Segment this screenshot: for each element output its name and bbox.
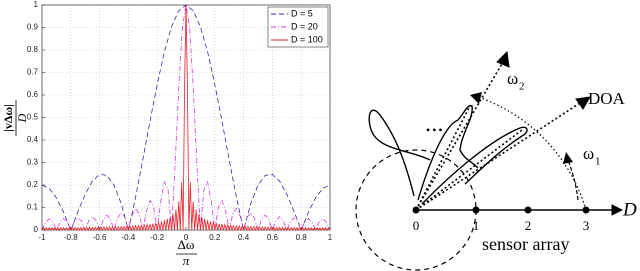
diagram — [355, 50, 624, 271]
y-tick-label: 0.8 — [27, 45, 39, 54]
array-label: sensor array — [482, 234, 569, 254]
left-lobe — [368, 109, 431, 197]
omega2-sub: 2 — [519, 81, 525, 93]
sensor — [472, 206, 480, 214]
x-tick-label: 0.8 — [296, 233, 308, 242]
y-tick-label: 0.3 — [27, 158, 39, 167]
y-label-denominator: D — [15, 113, 29, 123]
legend-label: D = 20 — [291, 21, 318, 31]
y-tick-label: 0.4 — [27, 135, 39, 144]
doa-line — [415, 100, 584, 211]
axis-label: D — [622, 199, 637, 220]
omega2-arc — [477, 96, 587, 211]
x-label-denominator: π — [183, 253, 190, 268]
legend-label: D = 5 — [291, 8, 313, 18]
series-line — [41, 4, 331, 232]
main-lobe — [421, 126, 528, 205]
x-tick-label: -0.6 — [93, 233, 107, 242]
x-tick-label: 0.2 — [209, 233, 221, 242]
doa-arrow — [575, 96, 591, 110]
ellipsis: ••• — [426, 123, 445, 137]
x-tick-label: -1 — [38, 233, 46, 242]
steer-line — [415, 61, 504, 211]
omega1-arrow — [563, 152, 573, 164]
y-tick-label: 0.1 — [27, 203, 39, 212]
omega2-arrow — [470, 92, 482, 104]
omega1-label: ω — [583, 144, 594, 163]
x-tick-label: -0.2 — [150, 233, 164, 242]
x-tick-label: 1 — [328, 233, 333, 242]
sensor — [524, 206, 532, 214]
side-lobe — [417, 104, 479, 201]
y-axis-label: |vΔω| D — [1, 100, 29, 136]
sensor-index: 1 — [473, 218, 480, 233]
sensor — [412, 206, 420, 214]
sensor-index: 3 — [583, 218, 590, 233]
legend-label: D = 100 — [291, 34, 323, 44]
sensor — [582, 206, 590, 214]
x-axis-label: Δωπ — [176, 237, 197, 268]
x-tick-label: 0 — [184, 233, 189, 242]
doa-label: DOA — [588, 89, 626, 108]
x-tick-label: 0.6 — [267, 233, 279, 242]
series-line — [41, 4, 331, 232]
y-tick-label: 0 — [34, 225, 39, 234]
y-tick-label: 0.2 — [27, 180, 39, 189]
axis-arrow — [611, 204, 624, 216]
omega1-sub: 1 — [595, 156, 601, 168]
x-tick-label: -0.4 — [122, 233, 136, 242]
y-tick-label: 0.7 — [27, 68, 39, 77]
y-tick-label: 0.5 — [27, 113, 39, 122]
y-tick-label: 1 — [34, 0, 39, 9]
x-tick-label: -0.8 — [64, 233, 78, 242]
lobe-line — [415, 129, 523, 211]
y-tick-label: 0.6 — [27, 90, 39, 99]
sensor-index: 2 — [525, 218, 532, 233]
x-tick-label: 0.4 — [238, 233, 250, 242]
lobe-line — [415, 105, 471, 211]
x-label-numerator: Δω — [178, 237, 195, 252]
omega1-arc — [567, 159, 579, 201]
y-tick-label: 0.9 — [27, 23, 39, 32]
omega2-label: ω — [507, 69, 518, 88]
y-label-numerator: |vΔω| — [1, 104, 15, 132]
steer-arrow — [496, 50, 510, 68]
sensor-index: 0 — [413, 218, 420, 233]
